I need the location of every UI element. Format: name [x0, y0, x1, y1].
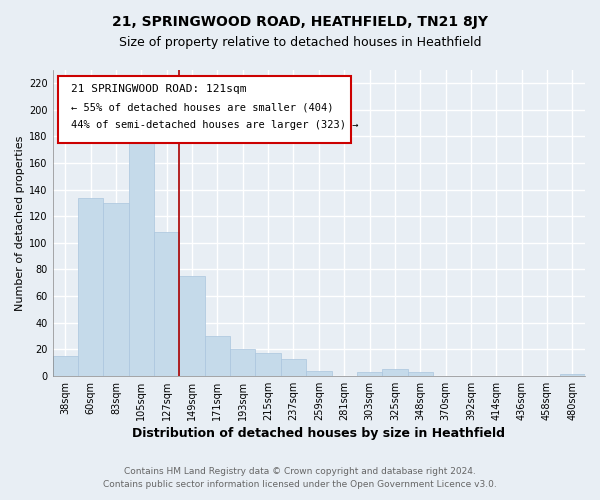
- Bar: [103, 203, 129, 376]
- Y-axis label: Number of detached properties: Number of detached properties: [15, 135, 25, 310]
- Bar: [357, 372, 382, 376]
- Text: Size of property relative to detached houses in Heathfield: Size of property relative to detached ho…: [119, 36, 481, 49]
- Bar: [256, 353, 281, 376]
- Bar: [407, 372, 433, 376]
- Text: 44% of semi-detached houses are larger (323) →: 44% of semi-detached houses are larger (…: [71, 120, 359, 130]
- X-axis label: Distribution of detached houses by size in Heathfield: Distribution of detached houses by size …: [133, 427, 505, 440]
- Bar: [306, 370, 332, 376]
- Bar: [53, 356, 78, 376]
- Bar: [560, 374, 585, 376]
- Bar: [129, 130, 154, 376]
- Bar: [179, 276, 205, 376]
- Bar: [78, 198, 103, 376]
- Text: 21 SPRINGWOOD ROAD: 121sqm: 21 SPRINGWOOD ROAD: 121sqm: [71, 84, 247, 94]
- Text: ← 55% of detached houses are smaller (404): ← 55% of detached houses are smaller (40…: [71, 102, 334, 112]
- FancyBboxPatch shape: [58, 76, 351, 144]
- Bar: [205, 336, 230, 376]
- Bar: [281, 358, 306, 376]
- Text: 21, SPRINGWOOD ROAD, HEATHFIELD, TN21 8JY: 21, SPRINGWOOD ROAD, HEATHFIELD, TN21 8J…: [112, 15, 488, 29]
- Text: Contains HM Land Registry data © Crown copyright and database right 2024.
Contai: Contains HM Land Registry data © Crown c…: [103, 468, 497, 489]
- Bar: [382, 369, 407, 376]
- Bar: [230, 349, 256, 376]
- Bar: [154, 232, 179, 376]
